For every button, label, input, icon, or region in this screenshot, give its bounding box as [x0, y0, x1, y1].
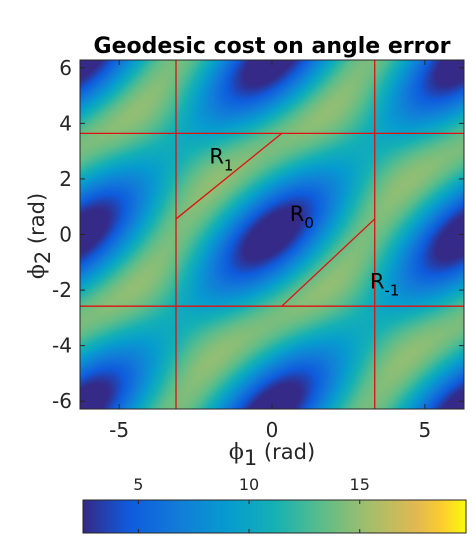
region-annotations: R1 R0 R-1 — [209, 145, 399, 300]
y-axis-symbol: ϕ — [25, 264, 50, 279]
colorbar-ticks: 5 10 15 — [133, 475, 370, 533]
region-label: R0 — [290, 202, 314, 232]
y-tick-label: 2 — [59, 167, 72, 191]
chart-title: Geodesic cost on angle error — [94, 34, 451, 59]
colorbar-tick-label: 10 — [239, 475, 259, 494]
y-axis-unit: (rad) — [25, 193, 49, 244]
region-label: R1 — [209, 145, 233, 175]
colorbar-gradient — [83, 500, 466, 533]
y-tick-label: -6 — [52, 389, 72, 413]
heatmap-plot-area — [79, 59, 465, 410]
region-label: R-1 — [370, 270, 400, 300]
y-axis-label: ϕ2 (rad) — [25, 193, 55, 279]
diagonal-boundary-line — [175, 132, 283, 220]
region-boundary-lines — [80, 60, 464, 409]
x-tick-label: 0 — [266, 418, 279, 442]
y-axis-ticks: -6 -4 -2 0 2 4 6 — [52, 56, 464, 413]
y-tick-label: -4 — [52, 334, 72, 358]
colorbar-tick-label: 15 — [350, 475, 370, 494]
x-axis-symbol: ϕ — [229, 440, 244, 465]
diagonal-boundary-line — [281, 218, 376, 307]
x-axis-ticks: -5 0 5 — [109, 60, 431, 442]
y-tick-label: 6 — [59, 56, 72, 80]
x-tick-label: 5 — [418, 418, 431, 442]
colorbar: 5 10 15 — [82, 475, 467, 534]
y-tick-label: -2 — [52, 278, 72, 302]
x-axis-unit: (rad) — [264, 440, 315, 464]
colorbar-tick-label: 5 — [133, 475, 143, 494]
colorbar-frame — [82, 499, 467, 534]
x-axis-subscript: 1 — [244, 446, 257, 470]
y-tick-label: 4 — [59, 111, 72, 135]
y-tick-label: 0 — [59, 223, 72, 247]
x-axis-label: ϕ1 (rad) — [229, 440, 315, 470]
heatmap-image — [80, 60, 464, 409]
x-tick-label: -5 — [109, 418, 129, 442]
y-axis-subscript: 2 — [31, 251, 55, 264]
